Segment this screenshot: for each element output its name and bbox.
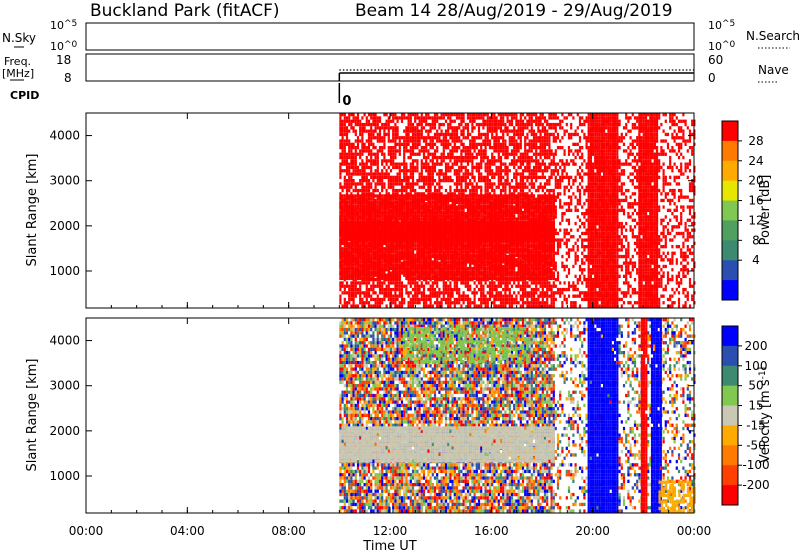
power-colorbar-swatch xyxy=(722,220,738,241)
power-x-tick-marks xyxy=(85,113,695,308)
nsky-tick-bottom: 10^0 xyxy=(50,40,78,53)
freq-tick-bottom: 8 xyxy=(64,71,72,85)
velocity-ytick-label: 2000 xyxy=(49,424,80,438)
velocity-colorbar-swatch xyxy=(722,385,738,407)
nave-tick-bottom: 0 xyxy=(708,71,716,85)
power-colorbar-swatch xyxy=(722,280,738,301)
x-tick-label: 00:00 xyxy=(677,524,712,538)
power-colorbar-tick-label: 28 xyxy=(748,134,763,148)
velocity-ytick-label: 1000 xyxy=(49,469,80,483)
power-colorbar-tick-label: 20 xyxy=(748,174,763,188)
power-ytick-label: 4000 xyxy=(49,129,80,143)
velocity-panel: 1000 2000 3000 4000 Slant Range [km] 200 100… xyxy=(25,317,773,514)
velocity-colorbar-tick-label: -100 xyxy=(742,458,769,472)
power-colorbar-frame xyxy=(721,120,739,301)
power-colorbar-swatch xyxy=(722,260,738,281)
velocity-colorbar-swatch xyxy=(722,425,738,446)
power-ytick-label: 2000 xyxy=(49,219,80,233)
power-colorbar-tick-label: 8 xyxy=(752,233,760,247)
x-tick-label: 00:00 xyxy=(69,524,104,538)
velocity-colorbar-swatch xyxy=(722,485,738,506)
velocity-x-tick-marks xyxy=(85,318,695,513)
power-heatmap-cells xyxy=(339,113,696,308)
x-tick-label: 20:00 xyxy=(575,524,610,538)
nsearch-tick-bottom: 10^0 xyxy=(708,40,736,53)
freq-tick-top: 18 xyxy=(56,53,71,67)
power-panel: 1000 2000 3000 4000 Slant Range [km] 28 24 20… xyxy=(25,112,773,309)
site-title: Buckland Park (fitACF) xyxy=(90,1,280,21)
velocity-colorbar-tick-label: -50 xyxy=(746,438,766,452)
velocity-heatmap-cells xyxy=(339,318,696,514)
power-colorbar: 28 24 20 16 12 8 4 xyxy=(721,120,764,301)
nave-label: Nave xyxy=(758,63,789,77)
power-cbar-label: Power [dB] xyxy=(758,175,773,246)
velocity-colorbar-frame xyxy=(721,325,739,506)
velocity-y-axis: 1000 2000 3000 4000 xyxy=(49,334,694,483)
power-colorbar-tick-label: 12 xyxy=(748,213,763,227)
velocity-ylabel: Slant Range [km] xyxy=(25,359,40,472)
nsearch-label: N.Search xyxy=(746,29,800,43)
velocity-colorbar-tick-label: 50 xyxy=(748,379,763,393)
nsky-panel: N.Sky 10^5 10^0 10^5 10^0 N.Search xyxy=(2,19,800,53)
x-axis-tick-labels: 00:00 04:00 08:00 12:00 16:00 20:00 00:00 xyxy=(69,524,712,538)
power-ytick-label: 3000 xyxy=(49,174,80,188)
nave-tick-top: 60 xyxy=(708,53,723,67)
power-colorbar-swatch xyxy=(722,180,738,202)
x-tick-label: 08:00 xyxy=(271,524,306,538)
power-colorbar-swatch xyxy=(722,160,738,182)
nsky-label: N.Sky xyxy=(2,31,36,45)
power-colorbar-tick-label: 16 xyxy=(748,194,763,208)
power-colorbar-swatch xyxy=(722,140,738,162)
freq-label-line1: Freq. xyxy=(4,55,31,68)
nsky-panel-frame xyxy=(85,22,695,51)
power-ytick-label: 1000 xyxy=(49,264,80,278)
velocity-ytick-label: 4000 xyxy=(49,334,80,348)
velocity-cbar-label: Velocity [m s-1] xyxy=(758,367,773,463)
velocity-colorbar-swatch xyxy=(722,405,738,426)
velocity-colorbar-swatch xyxy=(722,445,738,466)
freq-panel: Freq. [MHz] 18 8 60 0 Nave xyxy=(2,53,789,85)
nsky-tick-top: 10^5 xyxy=(50,19,77,32)
nsearch-tick-top: 10^5 xyxy=(708,19,735,32)
velocity-colorbar-tick-label: 15 xyxy=(748,399,763,413)
velocity-colorbar-tick-label: -200 xyxy=(742,478,769,492)
freq-label-line2: [MHz] xyxy=(2,67,34,80)
velocity-ytick-label: 3000 xyxy=(49,379,80,393)
velocity-colorbar-swatch xyxy=(722,465,738,486)
x-tick-label: 04:00 xyxy=(170,524,205,538)
freq-panel-frame xyxy=(85,53,695,82)
power-colorbar-swatch xyxy=(722,200,738,221)
power-y-axis: 1000 2000 3000 4000 xyxy=(49,129,694,278)
velocity-colorbar-tick-label: 100 xyxy=(745,359,768,373)
velocity-colorbar-swatch xyxy=(722,345,738,367)
power-colorbar-tick-label: 24 xyxy=(748,154,763,168)
velocity-colorbar-tick-label: -15 xyxy=(746,418,766,432)
cpid-panel: CPID 0 xyxy=(10,83,351,109)
cpid-value: 0 xyxy=(342,94,351,109)
x-axis-label: Time UT xyxy=(362,539,416,554)
power-colorbar-swatch xyxy=(722,240,738,261)
power-ylabel: Slant Range [km] xyxy=(25,154,40,267)
cpid-label: CPID xyxy=(10,89,39,102)
velocity-colorbar-swatch xyxy=(722,365,738,387)
velocity-colorbar-tick-label: 200 xyxy=(745,339,768,353)
beam-title: Beam 14 28/Aug/2019 - 29/Aug/2019 xyxy=(355,1,673,21)
power-colorbar-swatch xyxy=(722,121,738,142)
x-tick-label: 16:00 xyxy=(474,524,509,538)
power-colorbar-tick-label: 4 xyxy=(752,253,760,267)
x-tick-label: 12:00 xyxy=(373,524,408,538)
velocity-colorbar: 200 100 50 15 -15 -50 -100 -200 xyxy=(721,325,770,506)
velocity-colorbar-swatch xyxy=(722,326,738,347)
